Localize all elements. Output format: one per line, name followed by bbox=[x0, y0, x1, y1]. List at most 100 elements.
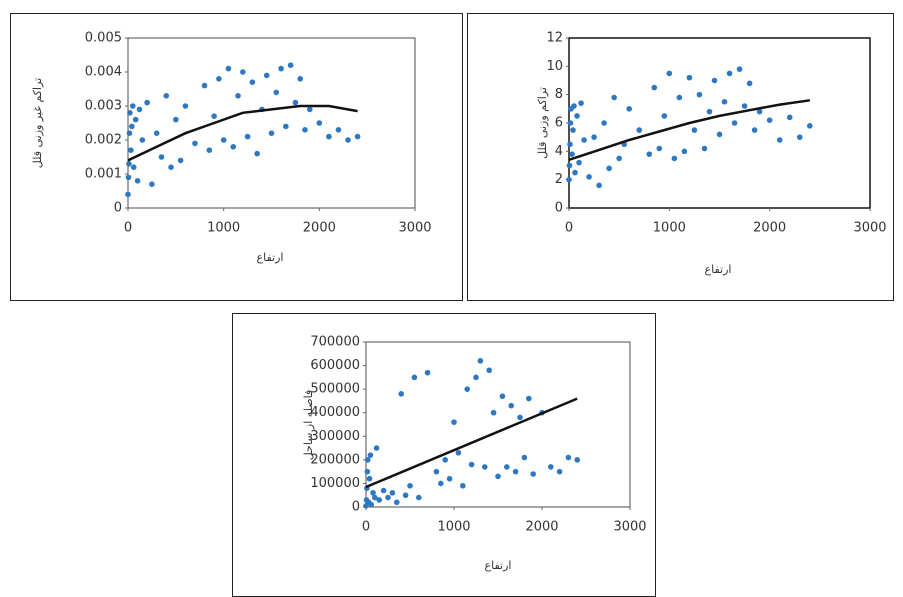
point bbox=[263, 72, 270, 79]
point bbox=[574, 457, 580, 463]
point bbox=[567, 141, 573, 148]
point bbox=[530, 471, 536, 477]
point bbox=[389, 490, 396, 496]
point bbox=[517, 414, 523, 421]
point bbox=[626, 106, 632, 112]
point bbox=[345, 137, 351, 143]
point bbox=[468, 461, 475, 468]
x-tick-label: 1000 bbox=[437, 520, 470, 535]
point bbox=[446, 475, 453, 482]
point bbox=[591, 134, 597, 140]
point bbox=[153, 130, 160, 136]
point bbox=[570, 127, 576, 133]
point bbox=[240, 69, 246, 75]
x-tick-label: 2000 bbox=[525, 520, 558, 535]
point bbox=[367, 452, 374, 458]
point bbox=[616, 155, 622, 162]
point bbox=[144, 99, 150, 106]
y-tick-label: 0.003 bbox=[85, 99, 122, 114]
point bbox=[807, 123, 813, 129]
point bbox=[163, 93, 170, 99]
point bbox=[370, 490, 376, 496]
point bbox=[244, 133, 251, 140]
point bbox=[691, 127, 698, 133]
point bbox=[786, 114, 793, 121]
point bbox=[796, 134, 803, 140]
point bbox=[601, 120, 607, 126]
y-axis-label: فاصله از ساحل bbox=[302, 390, 315, 461]
point bbox=[508, 402, 514, 409]
y-axis-label: تراکم غیر وزنی قلل bbox=[31, 78, 44, 168]
point bbox=[192, 140, 198, 147]
y-tick-label: 12 bbox=[546, 31, 563, 46]
point bbox=[297, 76, 304, 82]
point bbox=[134, 178, 141, 184]
y-tick-label: 500000 bbox=[310, 382, 360, 397]
point bbox=[460, 482, 466, 489]
point bbox=[578, 100, 584, 106]
point bbox=[376, 497, 383, 503]
point bbox=[129, 123, 135, 130]
point bbox=[372, 494, 378, 501]
point bbox=[433, 468, 440, 475]
point bbox=[273, 89, 280, 96]
point bbox=[455, 449, 462, 456]
y-tick-label: 4 bbox=[555, 144, 563, 159]
point bbox=[736, 66, 743, 72]
point bbox=[776, 137, 783, 143]
x-tick-label: 3000 bbox=[613, 520, 646, 535]
point bbox=[158, 154, 165, 160]
point bbox=[302, 127, 308, 133]
point bbox=[177, 157, 184, 164]
point bbox=[486, 367, 493, 374]
point bbox=[556, 468, 563, 475]
point bbox=[751, 127, 758, 133]
x-tick-label: 0 bbox=[362, 520, 370, 535]
point bbox=[306, 106, 313, 113]
point bbox=[216, 76, 222, 82]
point bbox=[766, 117, 773, 123]
point bbox=[495, 473, 501, 480]
point bbox=[398, 391, 405, 397]
point bbox=[442, 457, 449, 463]
y-tick-label: 100000 bbox=[310, 476, 360, 491]
point bbox=[756, 108, 763, 115]
y-tick-label: 0.002 bbox=[85, 133, 122, 148]
y-tick-label: 0 bbox=[555, 201, 563, 216]
point bbox=[666, 70, 673, 77]
point bbox=[366, 475, 373, 482]
y-tick-label: 600000 bbox=[310, 358, 360, 373]
point bbox=[225, 65, 232, 72]
y-tick-label: 0 bbox=[114, 201, 122, 216]
point bbox=[676, 94, 683, 101]
point bbox=[512, 468, 519, 475]
point bbox=[636, 127, 643, 133]
y-tick-label: 300000 bbox=[310, 429, 360, 444]
x-tick-label: 0 bbox=[565, 221, 573, 236]
point bbox=[364, 468, 371, 475]
y-axis-label: تراکم وزنی قلل bbox=[536, 87, 549, 159]
x-axis-label: ارتفاع bbox=[257, 251, 284, 264]
point bbox=[394, 499, 400, 506]
y-tick-label: 8 bbox=[555, 87, 563, 102]
x-tick-label: 1000 bbox=[653, 221, 686, 236]
y-tick-label: 2 bbox=[555, 172, 563, 187]
point bbox=[731, 120, 738, 126]
point bbox=[182, 103, 189, 109]
point bbox=[380, 487, 387, 494]
plot-frame bbox=[568, 37, 871, 209]
point bbox=[292, 99, 299, 106]
point bbox=[696, 91, 703, 98]
point bbox=[451, 419, 457, 425]
x-tick-label: 3000 bbox=[853, 221, 886, 236]
point bbox=[482, 464, 488, 470]
point bbox=[368, 501, 375, 508]
y-tick-label: 10 bbox=[546, 59, 563, 74]
point bbox=[746, 80, 753, 87]
point bbox=[499, 393, 506, 400]
point bbox=[581, 137, 587, 143]
point bbox=[464, 386, 471, 392]
point bbox=[402, 492, 409, 499]
chart-panel: 0 100000 200000 300000 400000 500000 600000 700… bbox=[302, 335, 647, 573]
point bbox=[721, 98, 728, 105]
